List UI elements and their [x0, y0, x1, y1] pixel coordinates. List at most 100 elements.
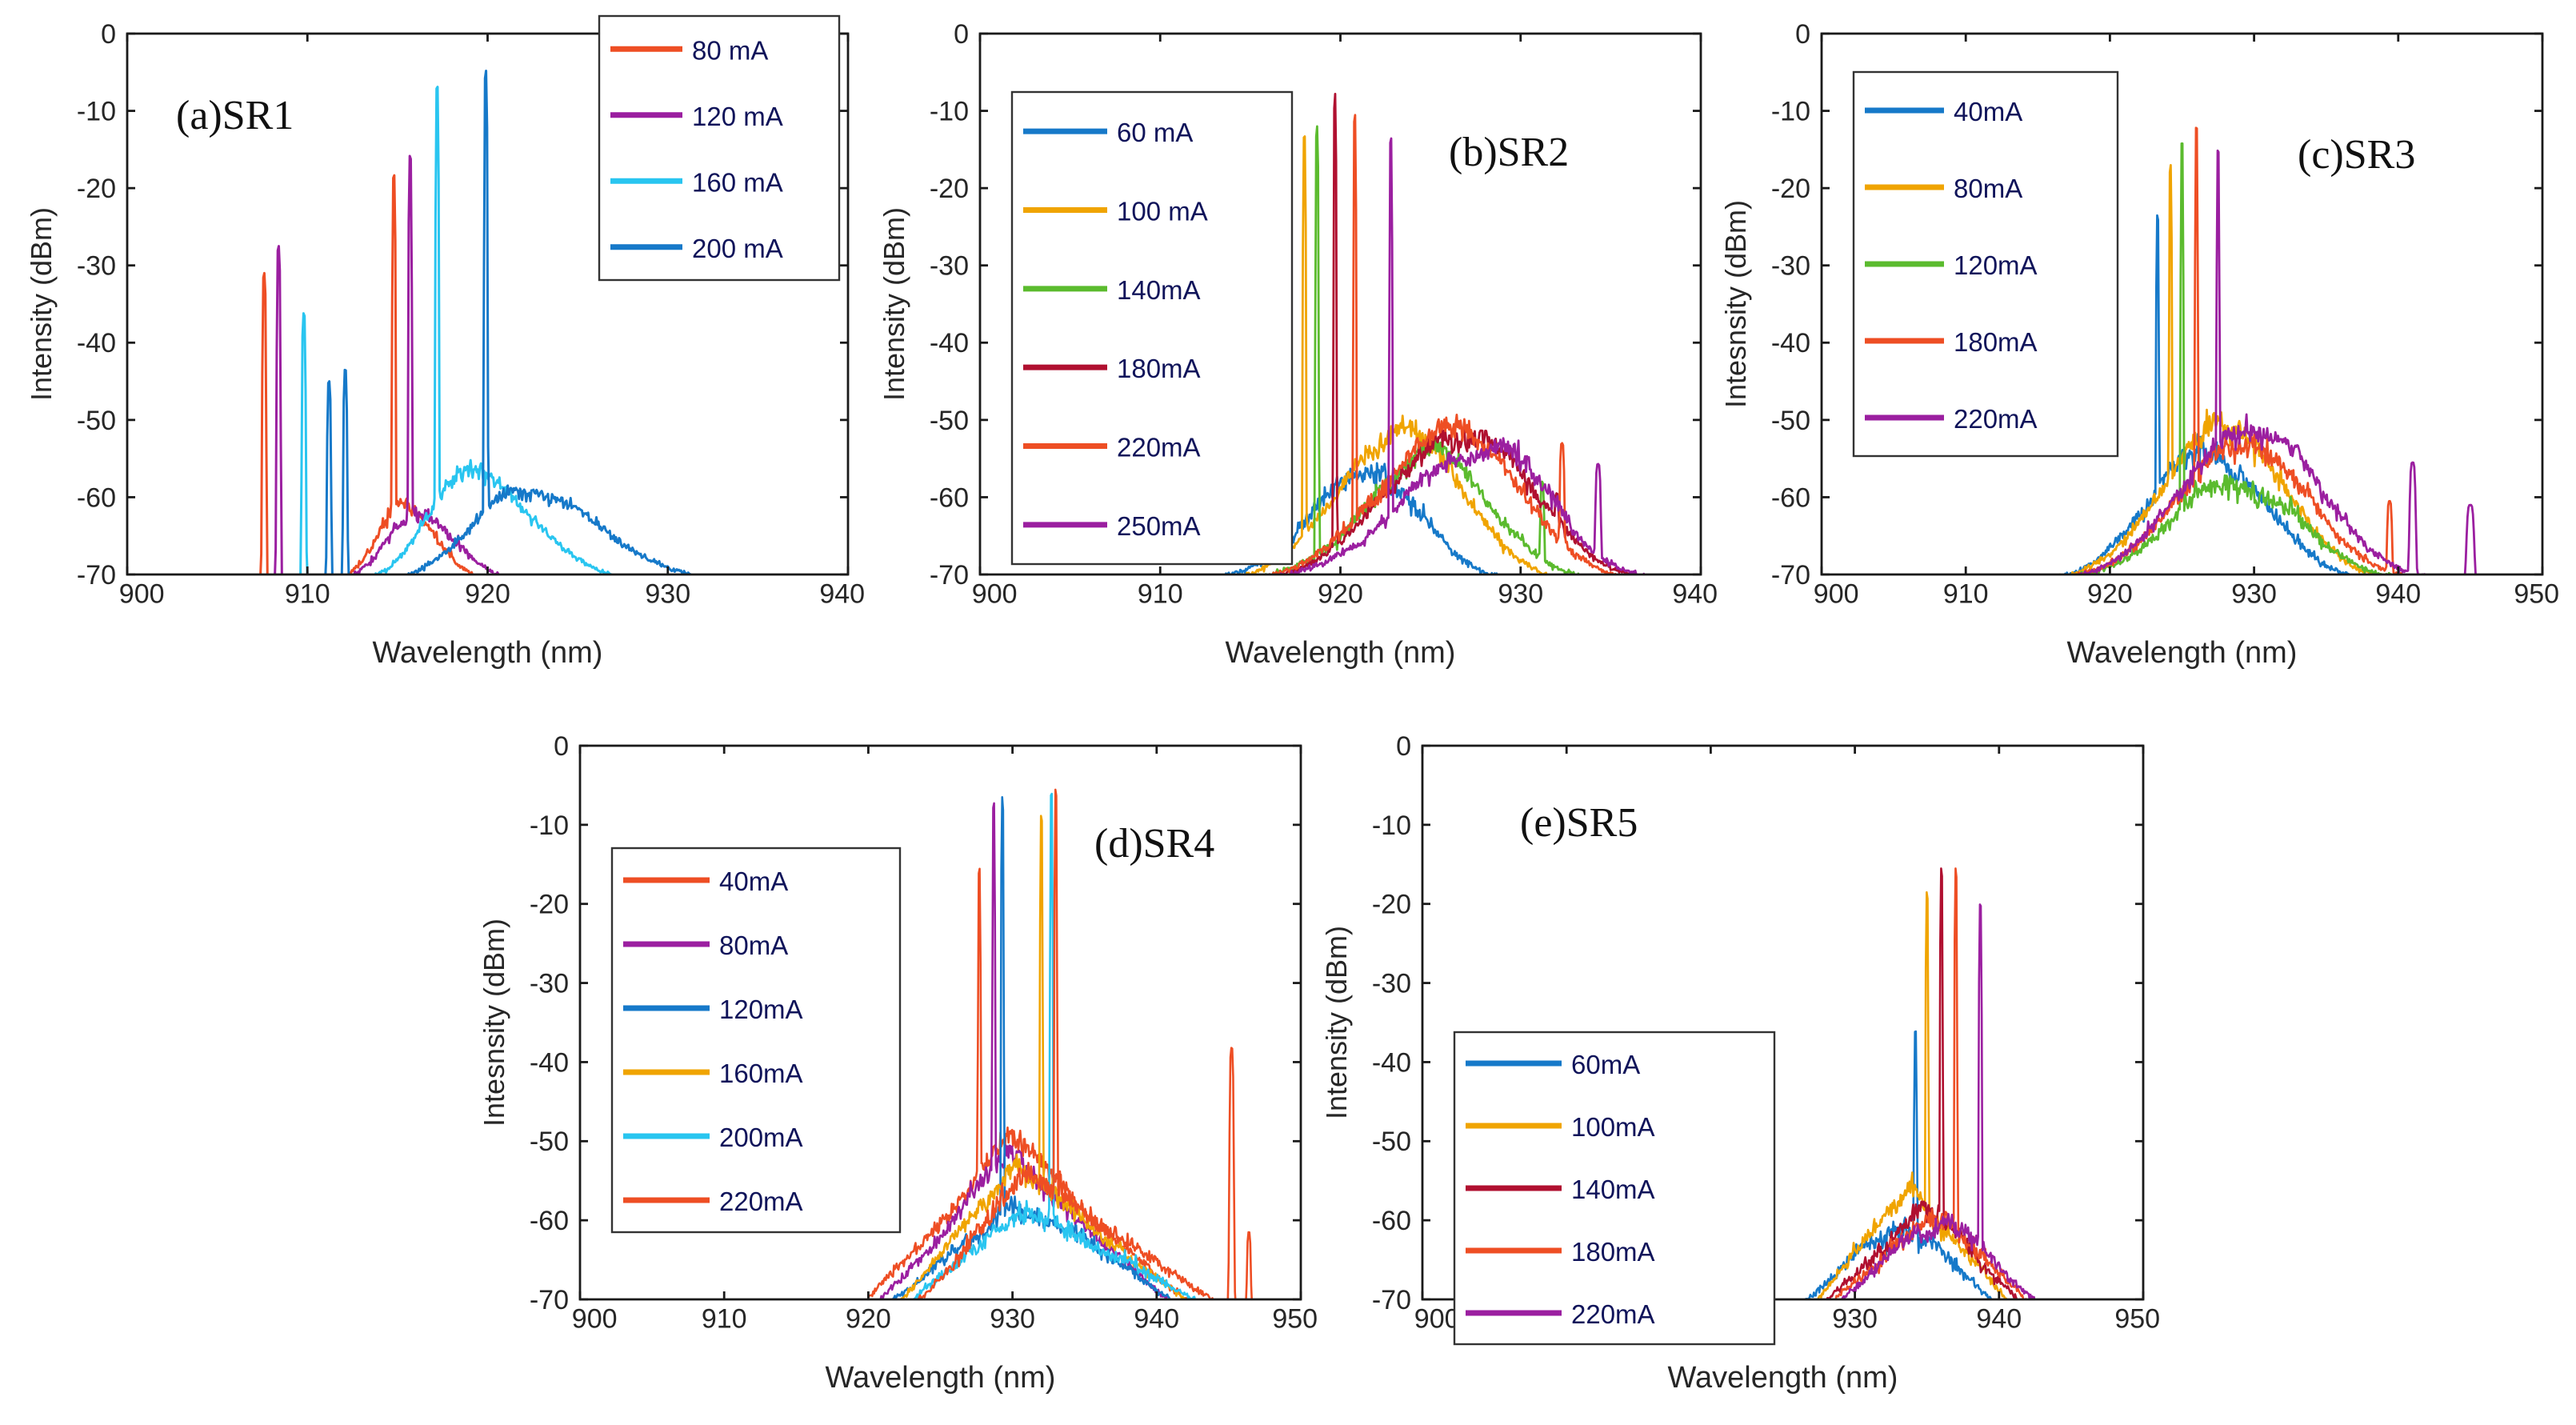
svg-text:180mA: 180mA [1571, 1237, 1655, 1267]
svg-text:140mA: 140mA [1571, 1175, 1655, 1204]
svg-text:-30: -30 [1372, 968, 1411, 999]
svg-text:910: 910 [702, 1304, 747, 1335]
svg-text:900: 900 [572, 1304, 618, 1335]
svg-text:910: 910 [285, 579, 330, 610]
svg-text:-30: -30 [530, 968, 569, 999]
svg-text:-20: -20 [1771, 174, 1810, 204]
svg-text:900: 900 [1414, 1304, 1460, 1335]
svg-text:-20: -20 [1372, 890, 1411, 920]
svg-text:200mA: 200mA [719, 1123, 803, 1152]
svg-text:-40: -40 [530, 1047, 569, 1078]
svg-text:80 mA: 80 mA [692, 35, 768, 65]
svg-text:-70: -70 [1771, 560, 1810, 590]
svg-text:-50: -50 [1771, 406, 1810, 436]
svg-text:-50: -50 [530, 1127, 569, 1157]
svg-text:Wavelength (nm): Wavelength (nm) [2067, 636, 2298, 670]
svg-text:-10: -10 [930, 96, 969, 126]
svg-text:-10: -10 [1372, 811, 1411, 841]
svg-text:-60: -60 [77, 482, 116, 513]
svg-text:900: 900 [119, 579, 165, 610]
svg-text:-20: -20 [77, 174, 116, 204]
svg-text:930: 930 [2231, 579, 2277, 610]
svg-text:0: 0 [954, 19, 969, 50]
svg-text:920: 920 [846, 1304, 891, 1335]
svg-text:140mA: 140mA [1117, 275, 1201, 305]
svg-text:(e)SR5: (e)SR5 [1520, 800, 1638, 846]
svg-text:930: 930 [1832, 1304, 1878, 1335]
svg-text:180mA: 180mA [1954, 327, 2038, 357]
svg-text:900: 900 [972, 579, 1018, 610]
svg-text:0: 0 [554, 731, 569, 762]
svg-text:Wavelength (nm): Wavelength (nm) [1668, 1361, 1898, 1395]
svg-text:Wavelength (nm): Wavelength (nm) [1226, 636, 1456, 670]
svg-text:(b)SR2: (b)SR2 [1449, 130, 1569, 175]
svg-text:-60: -60 [930, 482, 969, 513]
svg-text:-40: -40 [930, 328, 969, 358]
svg-text:220mA: 220mA [1571, 1299, 1655, 1329]
svg-text:Intensity (dBm): Intensity (dBm) [25, 207, 58, 401]
svg-text:-70: -70 [77, 560, 116, 590]
svg-text:-40: -40 [1372, 1047, 1411, 1078]
svg-text:910: 910 [1138, 579, 1183, 610]
svg-text:100mA: 100mA [1571, 1112, 1655, 1142]
svg-text:950: 950 [2114, 1304, 2160, 1335]
svg-text:40mA: 40mA [1954, 97, 2022, 126]
svg-text:900: 900 [1814, 579, 1859, 610]
svg-text:-40: -40 [1771, 328, 1810, 358]
svg-text:(d)SR4: (d)SR4 [1094, 821, 1214, 867]
svg-text:80mA: 80mA [719, 931, 788, 960]
svg-text:-10: -10 [1771, 96, 1810, 126]
svg-text:-10: -10 [530, 811, 569, 841]
svg-text:Intesnsity (dBm): Intesnsity (dBm) [1719, 200, 1752, 408]
svg-text:920: 920 [2087, 579, 2133, 610]
svg-text:930: 930 [645, 579, 690, 610]
svg-text:-30: -30 [77, 251, 116, 282]
svg-text:930: 930 [990, 1304, 1035, 1335]
svg-text:160 mA: 160 mA [692, 167, 783, 197]
svg-text:220mA: 220mA [1117, 433, 1201, 462]
svg-text:60mA: 60mA [1571, 1050, 1640, 1079]
svg-text:940: 940 [819, 579, 865, 610]
svg-text:-40: -40 [77, 328, 116, 358]
svg-text:-10: -10 [77, 96, 116, 126]
svg-text:220mA: 220mA [1954, 404, 2038, 434]
svg-text:80mA: 80mA [1954, 174, 2022, 203]
svg-text:-60: -60 [530, 1206, 569, 1236]
svg-text:40mA: 40mA [719, 867, 788, 896]
svg-text:940: 940 [1976, 1304, 2022, 1335]
svg-text:120mA: 120mA [719, 995, 803, 1024]
svg-text:120 mA: 120 mA [692, 102, 783, 131]
svg-text:100 mA: 100 mA [1117, 197, 1208, 226]
svg-text:220mA: 220mA [719, 1187, 803, 1216]
svg-text:Wavelength (nm): Wavelength (nm) [373, 636, 603, 670]
svg-text:(c)SR3: (c)SR3 [2298, 132, 2415, 178]
svg-text:-70: -70 [530, 1285, 569, 1315]
svg-text:200 mA: 200 mA [692, 234, 783, 263]
svg-text:0: 0 [1795, 19, 1810, 50]
svg-text:930: 930 [1498, 579, 1543, 610]
svg-text:-20: -20 [930, 174, 969, 204]
svg-text:60 mA: 60 mA [1117, 118, 1193, 147]
svg-text:Wavelength (nm): Wavelength (nm) [826, 1361, 1056, 1395]
svg-text:0: 0 [1396, 731, 1411, 762]
svg-text:120mA: 120mA [1954, 250, 2038, 280]
svg-text:-50: -50 [930, 406, 969, 436]
svg-text:-30: -30 [930, 251, 969, 282]
svg-text:-70: -70 [930, 560, 969, 590]
svg-text:910: 910 [1943, 579, 1989, 610]
svg-text:-20: -20 [530, 890, 569, 920]
svg-text:180mA: 180mA [1117, 354, 1201, 383]
svg-text:940: 940 [1134, 1304, 1179, 1335]
svg-text:920: 920 [1318, 579, 1363, 610]
svg-text:0: 0 [101, 19, 116, 50]
svg-text:(a)SR1: (a)SR1 [176, 93, 294, 138]
svg-text:Intensity (dBm): Intensity (dBm) [878, 207, 910, 401]
svg-text:Intesnsity (dBm): Intesnsity (dBm) [478, 919, 510, 1127]
svg-text:250mA: 250mA [1117, 511, 1201, 541]
svg-text:-30: -30 [1771, 251, 1810, 282]
svg-text:920: 920 [465, 579, 510, 610]
svg-text:Intensity (dBm): Intensity (dBm) [1320, 926, 1353, 1119]
svg-text:-60: -60 [1771, 482, 1810, 513]
svg-text:-70: -70 [1372, 1285, 1411, 1315]
svg-text:160mA: 160mA [719, 1059, 803, 1088]
